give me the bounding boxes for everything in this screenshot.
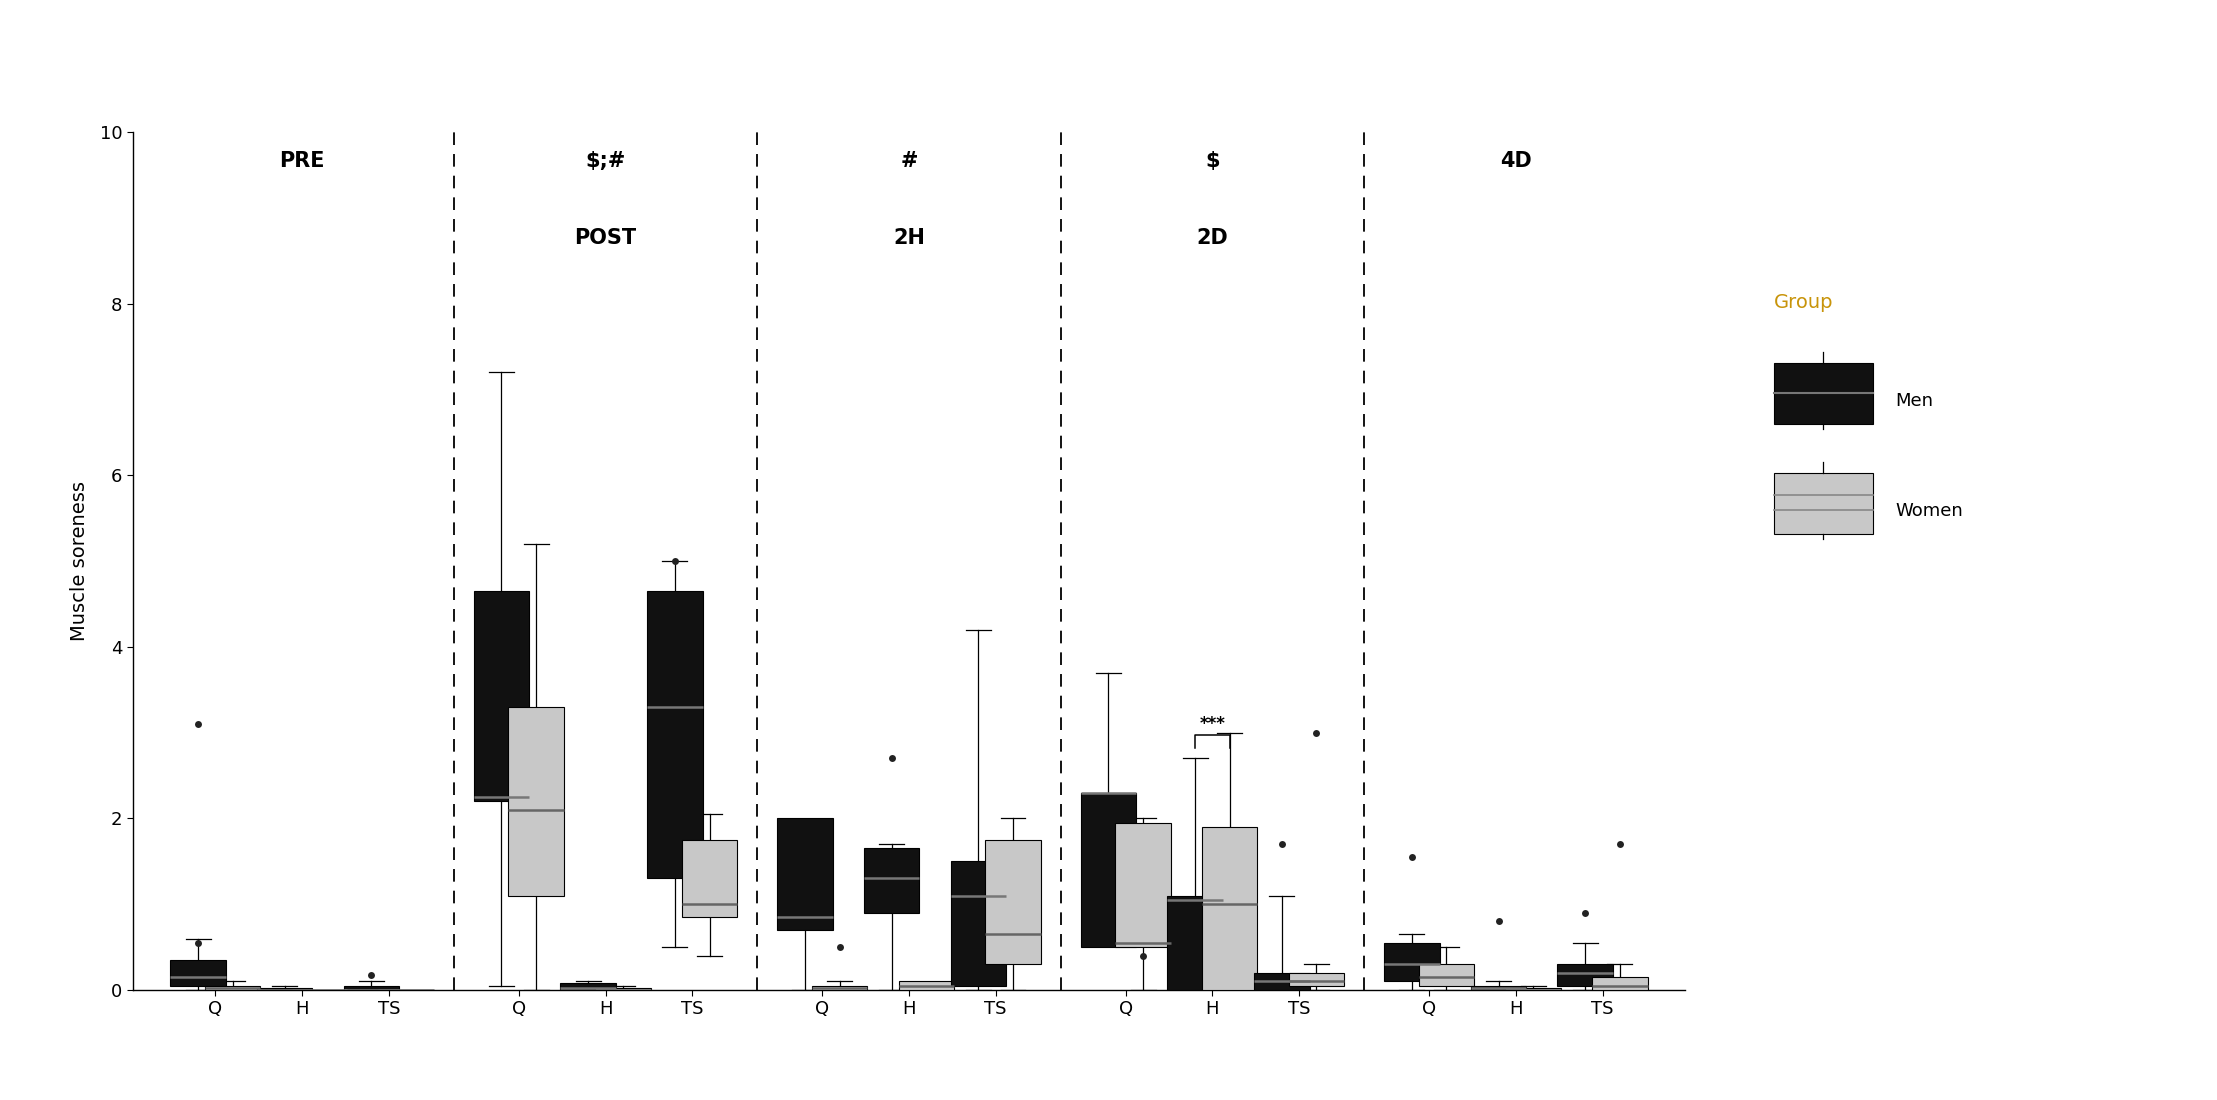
Bar xyxy=(1419,965,1474,986)
Text: PRE: PRE xyxy=(279,151,326,170)
Text: Men: Men xyxy=(1896,393,1933,410)
Bar xyxy=(1255,972,1310,990)
Text: Group: Group xyxy=(1774,293,1833,312)
Bar xyxy=(647,591,703,879)
Bar xyxy=(257,988,313,990)
Bar xyxy=(1505,988,1561,990)
Bar xyxy=(811,986,867,990)
Bar xyxy=(1115,823,1171,947)
Bar xyxy=(778,818,834,930)
Bar xyxy=(204,986,259,990)
Bar xyxy=(474,591,530,801)
Bar xyxy=(171,960,226,986)
Bar xyxy=(594,988,650,990)
Text: 2H: 2H xyxy=(893,228,924,248)
Text: $: $ xyxy=(1206,151,1219,170)
Bar xyxy=(898,981,953,990)
Bar xyxy=(1202,827,1257,990)
Text: #: # xyxy=(900,151,918,170)
Bar xyxy=(561,983,616,990)
Bar xyxy=(1383,943,1439,981)
Bar xyxy=(1559,965,1614,986)
Bar xyxy=(1592,977,1647,990)
Text: POST: POST xyxy=(574,228,636,248)
Bar xyxy=(984,840,1040,965)
Bar xyxy=(951,861,1007,986)
Bar xyxy=(1470,986,1525,990)
Bar xyxy=(683,840,738,917)
Bar xyxy=(1168,895,1224,990)
Text: ***: *** xyxy=(1199,715,1226,733)
Text: $;#: $;# xyxy=(585,151,625,170)
Bar xyxy=(508,707,563,895)
Y-axis label: Muscle soreness: Muscle soreness xyxy=(71,481,89,641)
Bar xyxy=(1080,793,1135,947)
Text: 4D: 4D xyxy=(1501,151,1532,170)
Bar xyxy=(865,848,920,913)
Text: 2D: 2D xyxy=(1197,228,1228,248)
Bar xyxy=(1288,972,1344,986)
Bar xyxy=(344,986,399,990)
Text: Women: Women xyxy=(1896,503,1964,520)
